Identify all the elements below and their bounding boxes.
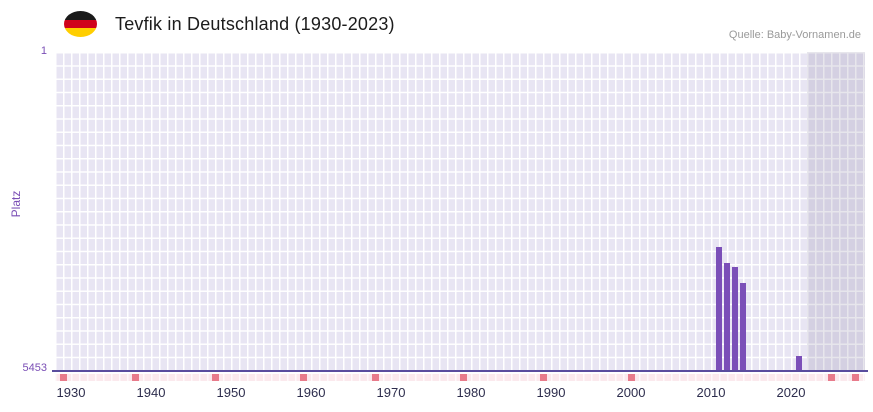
x-tick-2000: 2000 <box>616 385 646 400</box>
x-axis-labels: 1930 1940 1950 1960 1970 1980 1990 2000 2010 2020 <box>55 385 865 401</box>
x-tick-1930: 1930 <box>56 385 86 400</box>
no-data-marker <box>131 374 139 381</box>
chart-title: Tevfik in Deutschland (1930-2023) <box>115 13 395 34</box>
no-data-marker <box>539 374 547 381</box>
no-data-marker <box>459 374 467 381</box>
y-axis-title: Platz <box>9 190 23 218</box>
x-tick-2020: 2020 <box>776 385 806 400</box>
no-data-marker <box>827 374 835 381</box>
x-tick-1950: 1950 <box>216 385 246 400</box>
german-flag-icon <box>64 11 97 37</box>
flag-stripe <box>64 11 97 20</box>
no-data-marker <box>851 374 859 381</box>
flag-stripe <box>64 19 97 29</box>
x-tick-2010: 2010 <box>696 385 726 400</box>
bar-2012[interactable] <box>724 263 730 370</box>
recent-years-band <box>807 52 865 370</box>
bar-2013[interactable] <box>732 267 738 370</box>
y-axis-top-label: 1 <box>40 45 47 57</box>
x-tick-1940: 1940 <box>136 385 166 400</box>
no-data-marker <box>59 374 67 381</box>
x-tick-1990: 1990 <box>536 385 566 400</box>
no-data-marker <box>211 374 219 381</box>
no-data-strip <box>55 374 865 381</box>
x-axis-line <box>52 370 868 372</box>
x-tick-1960: 1960 <box>296 385 326 400</box>
x-tick-1970: 1970 <box>376 385 406 400</box>
flag-stripe <box>64 28 97 37</box>
no-data-marker <box>627 374 635 381</box>
chart-header: Tevfik in Deutschland (1930-2023) <box>64 9 395 39</box>
no-data-marker <box>299 374 307 381</box>
y-axis-bottom-label: 5453 <box>22 362 47 374</box>
x-tick-1980: 1980 <box>456 385 486 400</box>
plot-area <box>55 52 865 370</box>
no-data-marker <box>371 374 379 381</box>
bar-2011[interactable] <box>716 246 722 370</box>
source-credit: Quelle: Baby-Vornamen.de <box>728 29 861 41</box>
bar-2014[interactable] <box>740 282 746 370</box>
bar-2021[interactable] <box>796 355 802 370</box>
